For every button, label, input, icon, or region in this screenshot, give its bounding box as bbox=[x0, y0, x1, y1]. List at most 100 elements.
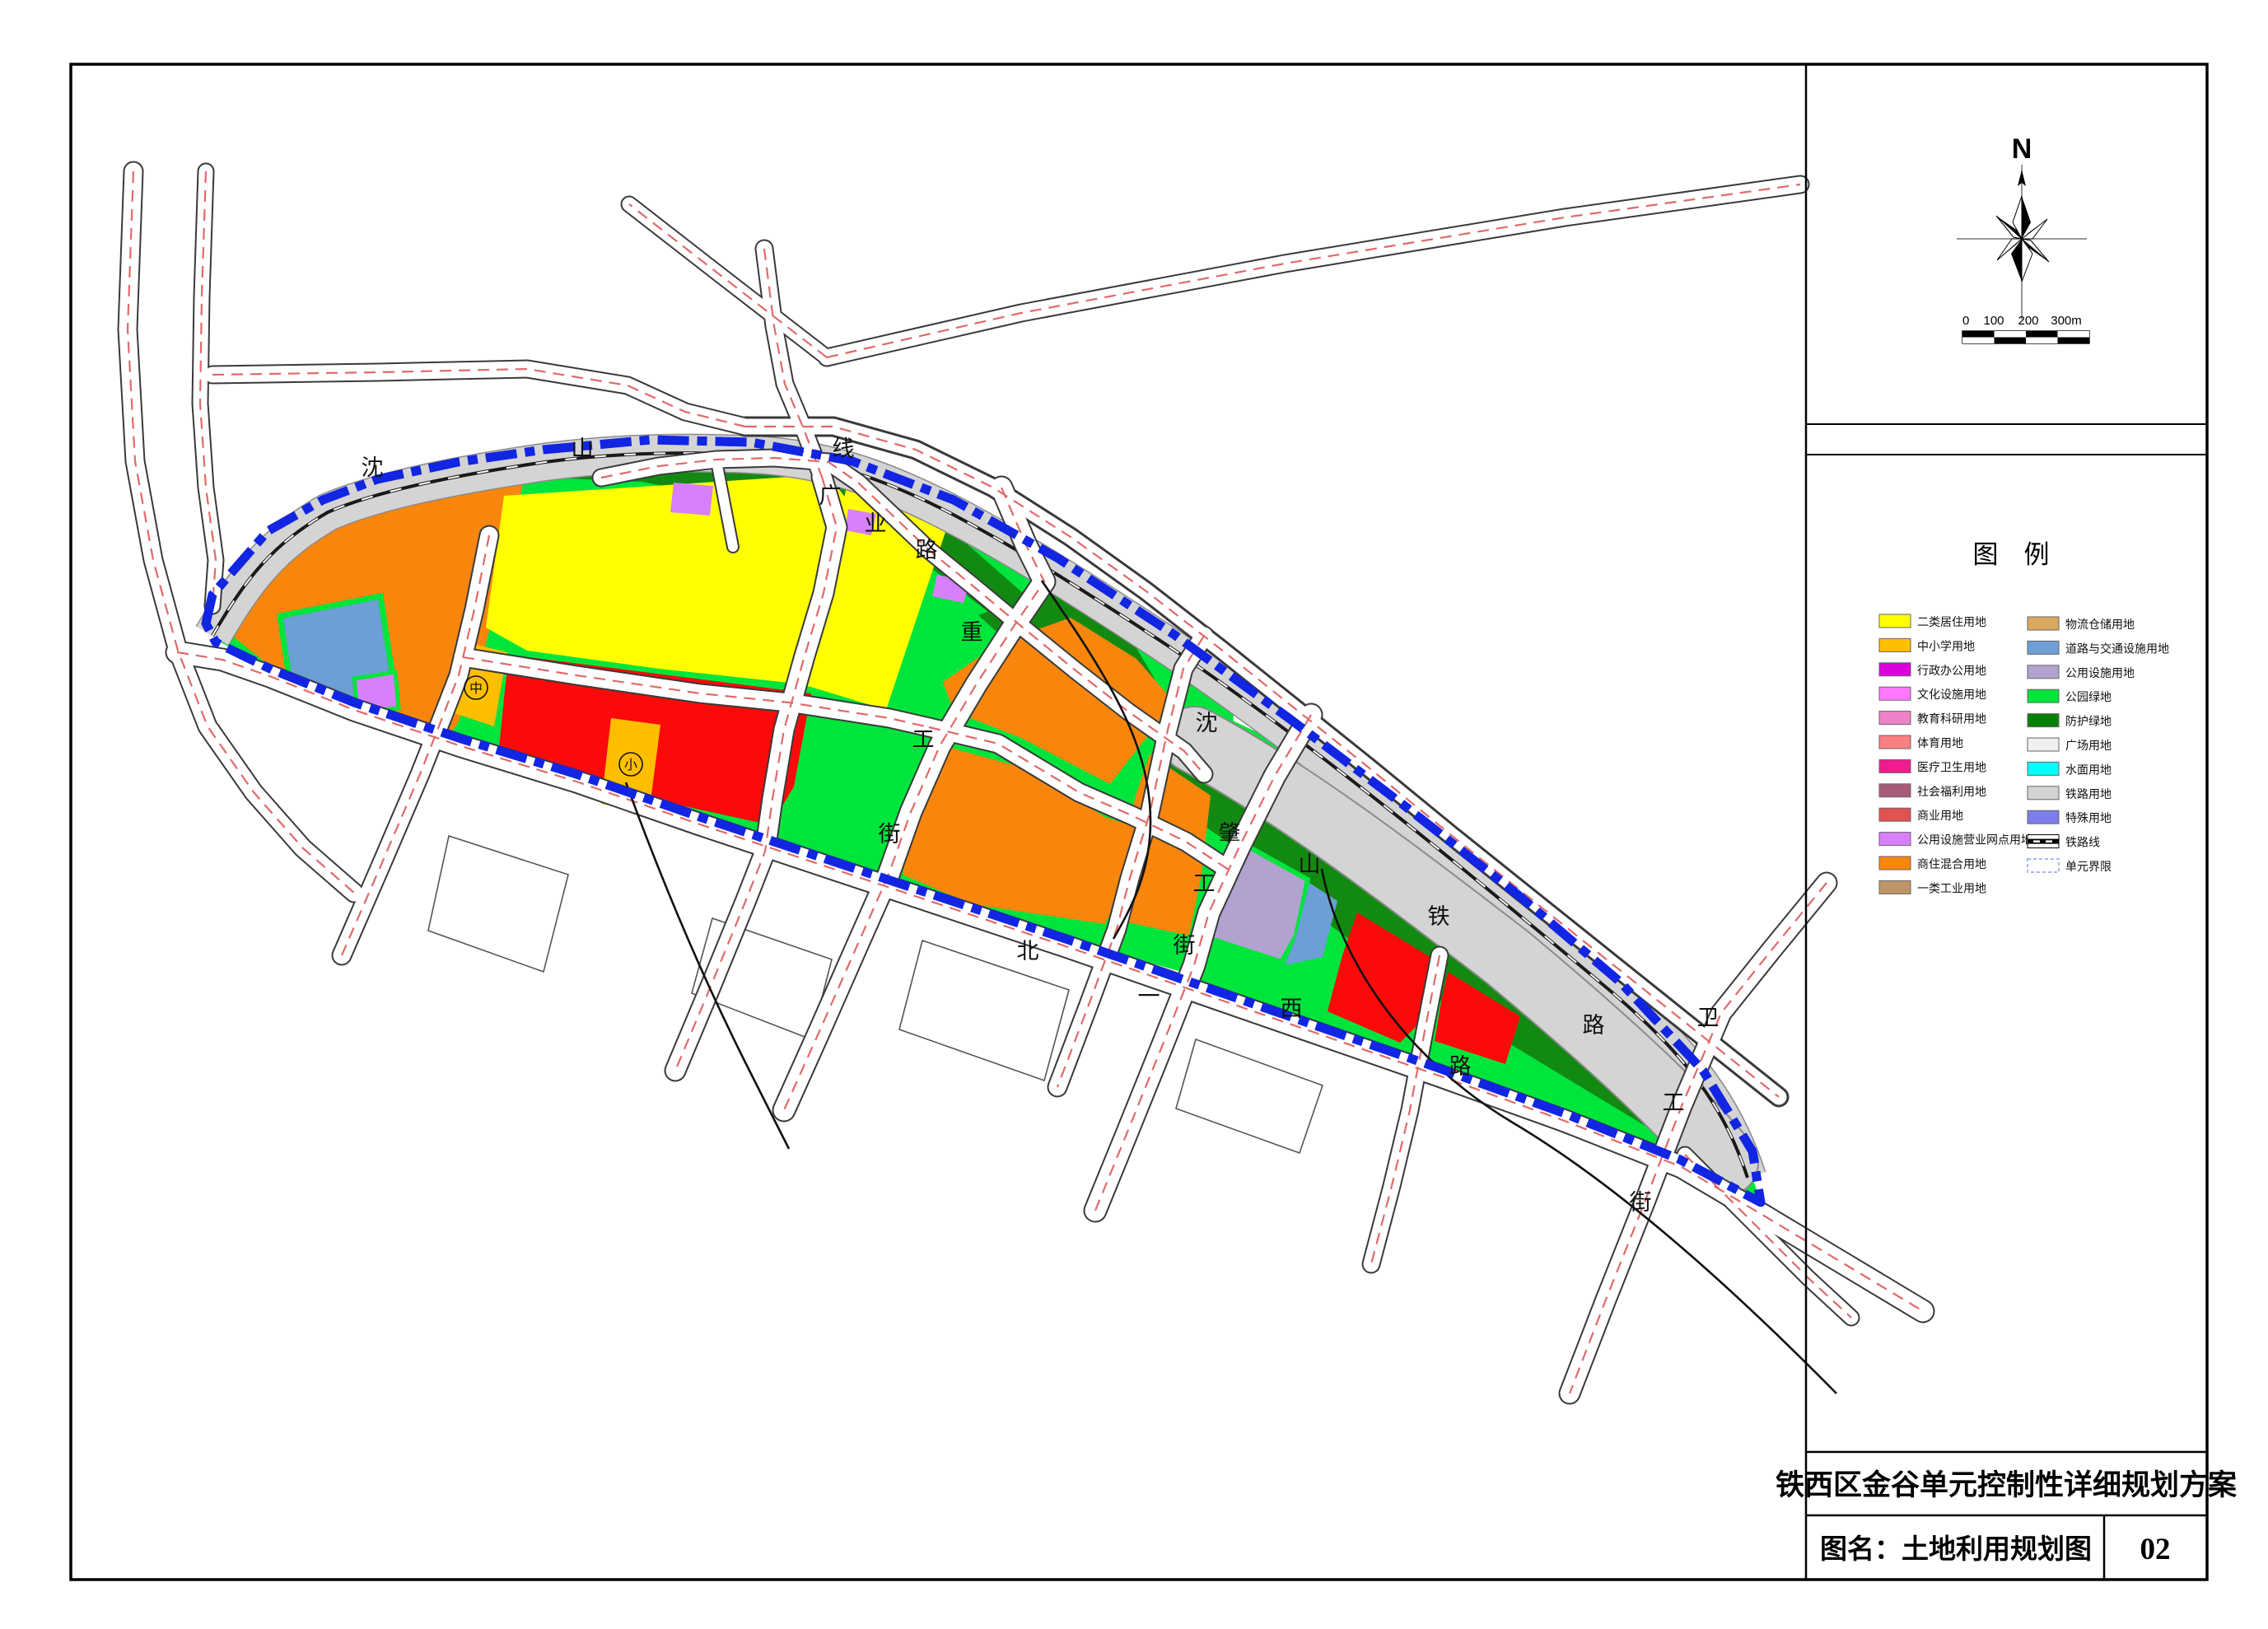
legend-swatch bbox=[1878, 783, 1911, 798]
legend-item: 公用设施用地 bbox=[2027, 665, 2135, 679]
north-arrow: N 0 100 200 300m bbox=[1957, 133, 2090, 344]
legend-label: 医疗卫生用地 bbox=[1917, 760, 1986, 773]
road-label: 业 bbox=[865, 511, 887, 536]
parcel-utility-outlet bbox=[845, 509, 876, 535]
legend-swatch bbox=[2027, 786, 2060, 800]
road-label: 工 bbox=[1193, 871, 1216, 896]
legend-label: 中小学用地 bbox=[1917, 639, 1975, 652]
railway-spur bbox=[624, 782, 791, 1150]
legend-label: 二类居住用地 bbox=[1917, 615, 1986, 628]
railway-spur bbox=[1320, 868, 1837, 1394]
legend-swatch bbox=[2027, 640, 2060, 655]
legend-item: 广场用地 bbox=[2027, 737, 2112, 752]
road-label: 路 bbox=[1583, 1013, 1605, 1038]
legend-label: 物流仓储用地 bbox=[2065, 618, 2135, 631]
legend-label: 铁路线 bbox=[2065, 836, 2100, 849]
road-label: 北 bbox=[1017, 939, 1039, 964]
road-label: 卫 bbox=[1697, 1006, 1720, 1030]
road-label: 铁 bbox=[1428, 904, 1450, 929]
legend-label: 体育用地 bbox=[1917, 736, 1963, 749]
legend-item: 道路与交通设施用地 bbox=[2027, 640, 2169, 655]
legend-swatch bbox=[1878, 832, 1911, 847]
legend-label: 一类工业用地 bbox=[1917, 881, 1986, 894]
road-label: 街 bbox=[1174, 933, 1196, 958]
legend-swatch bbox=[2027, 810, 2060, 824]
legend-item: 二类居住用地 bbox=[1878, 614, 1986, 628]
legend-swatch bbox=[2027, 761, 2060, 776]
road-label: 山 bbox=[572, 436, 594, 461]
legend-swatch bbox=[1878, 614, 1911, 628]
road-label: 工 bbox=[1663, 1090, 1685, 1115]
parcel-residential-1 bbox=[486, 474, 852, 685]
scale-tick-label: 200 bbox=[2018, 314, 2038, 328]
outside-block bbox=[898, 939, 1070, 1082]
legend-swatch bbox=[2027, 713, 2060, 728]
road-label: 街 bbox=[879, 822, 901, 847]
parcel-commercial-residential-central-s bbox=[903, 743, 1130, 924]
legend-item: 物流仓储用地 bbox=[2027, 616, 2135, 631]
legend-label: 社会福利用地 bbox=[1917, 785, 1986, 798]
legend-label: 公用设施营业网点用地 bbox=[1917, 833, 2032, 847]
title-block: 铁西区金谷单元控制性详细规划方案 图名：土地利用规划图 02 bbox=[1776, 1468, 2238, 1566]
road-north-2 bbox=[212, 369, 745, 427]
road-label: 重 bbox=[961, 620, 983, 645]
legend-item: 商住混合用地 bbox=[1878, 856, 1986, 871]
legend-swatch bbox=[2027, 688, 2060, 703]
legend: 图 例 二类居住用地中小学用地行政办公用地文化设施用地教育科研用地体育用地医疗卫… bbox=[1878, 540, 2169, 894]
parcel-commercial-3 bbox=[1435, 972, 1520, 1064]
legend-label: 广场用地 bbox=[2065, 739, 2112, 752]
legend-item: 商业用地 bbox=[1878, 807, 1963, 822]
sheet-number: 02 bbox=[2140, 1533, 2171, 1566]
parcel-road-transport-east bbox=[1285, 883, 1337, 965]
road-label: 路 bbox=[916, 538, 938, 562]
road-label: 沈 bbox=[362, 455, 384, 480]
legend-title: 图 例 bbox=[1973, 540, 2050, 569]
legend-label: 水面用地 bbox=[2065, 763, 2112, 776]
scale-bar: 0 100 200 300m bbox=[1962, 314, 2090, 344]
road-label: 街 bbox=[1630, 1190, 1652, 1215]
outside-block bbox=[427, 834, 569, 973]
legend-swatch bbox=[1878, 637, 1911, 652]
legend-item: 文化设施用地 bbox=[1878, 686, 1986, 701]
legend-swatch bbox=[2027, 737, 2060, 752]
north-label: N bbox=[2012, 133, 2032, 165]
road-label: 沈 bbox=[1196, 711, 1218, 735]
legend-item: 中小学用地 bbox=[1878, 637, 1975, 652]
legend-swatch bbox=[1878, 711, 1911, 726]
north-arrowhead bbox=[2018, 170, 2026, 186]
school-markers: 中小 bbox=[464, 675, 643, 777]
legend-swatch bbox=[1878, 735, 1911, 749]
road-label: 肇 bbox=[1219, 821, 1241, 846]
legend-swatch bbox=[1878, 807, 1911, 822]
school-marker: 中 bbox=[464, 675, 488, 700]
parcel-commercial-2 bbox=[1328, 913, 1433, 1043]
road-label: 山 bbox=[1299, 852, 1321, 877]
school-marker-label: 小 bbox=[624, 758, 637, 772]
legend-items: 二类居住用地中小学用地行政办公用地文化设施用地教育科研用地体育用地医疗卫生用地社… bbox=[1878, 614, 2169, 894]
legend-item: 公用设施营业网点用地 bbox=[1878, 832, 2032, 847]
scale-tick-label: 0 bbox=[1962, 314, 1969, 328]
legend-item: 行政办公用地 bbox=[1878, 662, 1986, 677]
legend-label: 教育科研用地 bbox=[1917, 712, 1986, 726]
legend-swatch bbox=[1878, 856, 1911, 871]
road-label: 一 bbox=[1138, 984, 1160, 1009]
legend-label: 文化设施用地 bbox=[1917, 688, 1986, 701]
legend-swatch bbox=[2027, 665, 2060, 679]
legend-item: 单元界限 bbox=[2027, 858, 2112, 873]
legend-label: 防护绿地 bbox=[2065, 715, 2112, 728]
road-label: 路 bbox=[1449, 1054, 1472, 1079]
sheet-name: 图名：土地利用规划图 bbox=[1820, 1534, 2092, 1565]
railway-spur bbox=[1040, 580, 1152, 940]
legend-item: 水面用地 bbox=[2027, 761, 2112, 776]
drawing-frame bbox=[69, 63, 2209, 1581]
legend-item: 特殊用地 bbox=[2027, 810, 2112, 824]
compass-rose-icon bbox=[1995, 195, 2050, 282]
legend-swatch bbox=[1878, 880, 1911, 894]
legend-label: 公园绿地 bbox=[2065, 690, 2112, 703]
road-label: 西 bbox=[1281, 997, 1303, 1021]
project-title: 铁西区金谷单元控制性详细规划方案 bbox=[1776, 1468, 2238, 1501]
